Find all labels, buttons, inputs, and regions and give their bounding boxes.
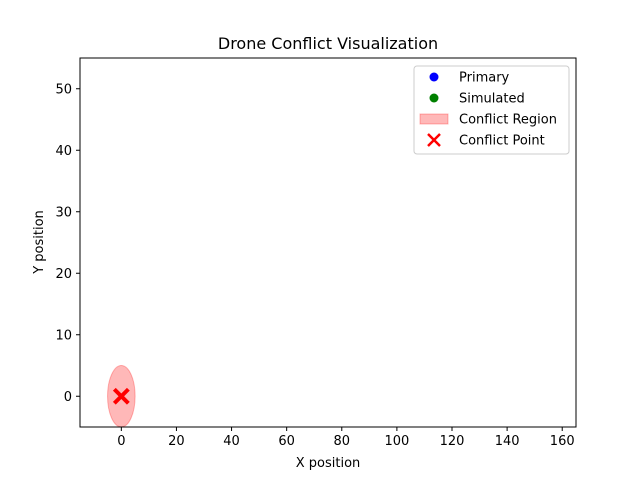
legend-label-conflict-point: Conflict Point — [459, 134, 545, 149]
x-tick-label: 140 — [495, 434, 520, 449]
y-tick-label: 20 — [55, 267, 72, 282]
legend-label-simulated: Simulated — [459, 92, 525, 107]
x-tick-label: 60 — [278, 434, 295, 449]
x-tick-label: 120 — [440, 434, 465, 449]
y-axis-ticks: 0 10 20 30 40 50 — [55, 82, 80, 405]
legend-marker-conflict-point — [427, 133, 441, 147]
y-tick-label: 50 — [55, 82, 72, 97]
x-axis-ticks: 0 20 40 60 80 100 120 140 160 — [117, 427, 575, 449]
legend-marker-conflict-region — [419, 113, 449, 125]
x-tick-label: 100 — [384, 434, 409, 449]
legend-label-conflict-region: Conflict Region — [459, 113, 557, 128]
x-tick-label: 160 — [550, 434, 575, 449]
legend-box — [413, 65, 570, 155]
conflict-point-stroke — [112, 387, 130, 405]
plot-area — [79, 57, 577, 428]
conflict-point-marker — [112, 387, 130, 405]
x-tick-label: 80 — [334, 434, 351, 449]
legend-marker-primary — [429, 72, 439, 82]
x-axis-label: X position — [296, 456, 361, 471]
x-tick-label: 40 — [223, 434, 240, 449]
x-tick-label: 0 — [117, 434, 125, 449]
axes-frame — [79, 57, 577, 428]
chart-title: Drone Conflict Visualization — [218, 34, 438, 53]
legend-marker-stroke — [427, 133, 441, 147]
y-axis-label: Y position — [32, 210, 47, 275]
y-tick-label: 0 — [64, 390, 72, 405]
y-tick-label: 10 — [55, 328, 72, 343]
x-tick-label: 20 — [168, 434, 185, 449]
legend-marker-simulated — [429, 93, 439, 103]
legend-label-primary: Primary — [459, 71, 510, 86]
legend: Primary Simulated Conflict Region Conflict … — [413, 65, 570, 155]
y-tick-label: 40 — [55, 144, 72, 159]
y-tick-label: 30 — [55, 205, 72, 220]
